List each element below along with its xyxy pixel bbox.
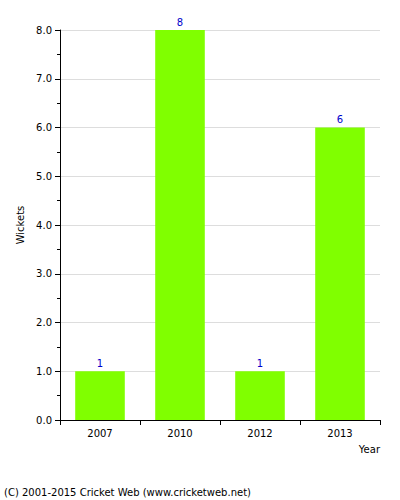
svg-text:8.0: 8.0 — [36, 25, 52, 36]
svg-text:2013: 2013 — [327, 428, 352, 439]
svg-text:Year: Year — [358, 444, 381, 455]
svg-text:(C) 2001-2015 Cricket Web (www: (C) 2001-2015 Cricket Web (www.cricketwe… — [4, 487, 251, 498]
svg-text:3.0: 3.0 — [36, 268, 52, 279]
svg-text:2007: 2007 — [87, 428, 112, 439]
svg-text:5.0: 5.0 — [36, 171, 52, 182]
svg-text:7.0: 7.0 — [36, 73, 52, 84]
svg-text:4.0: 4.0 — [36, 220, 52, 231]
svg-text:1: 1 — [257, 358, 263, 369]
svg-text:0.0: 0.0 — [36, 415, 52, 426]
svg-text:2010: 2010 — [167, 428, 192, 439]
svg-text:2012: 2012 — [247, 428, 272, 439]
svg-text:6: 6 — [337, 114, 343, 125]
svg-text:1: 1 — [97, 358, 103, 369]
svg-text:8: 8 — [177, 17, 183, 28]
svg-text:6.0: 6.0 — [36, 122, 52, 133]
svg-text:1.0: 1.0 — [36, 366, 52, 377]
svg-text:Wickets: Wickets — [15, 206, 26, 245]
svg-text:2.0: 2.0 — [36, 317, 52, 328]
